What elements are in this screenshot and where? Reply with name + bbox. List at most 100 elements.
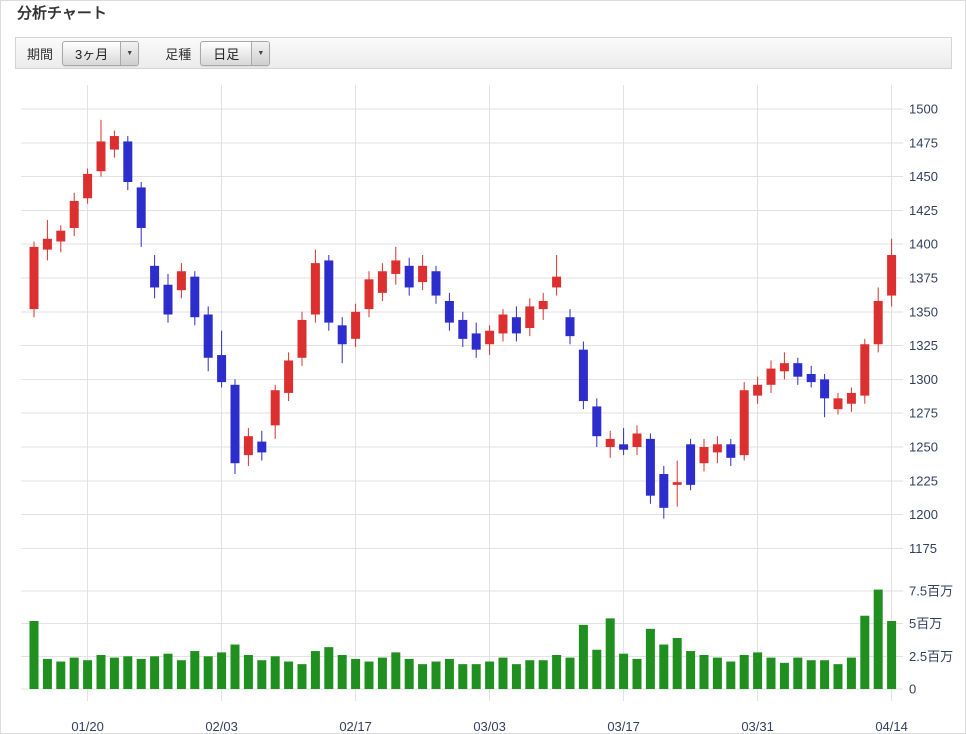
candle [498,314,508,334]
chevron-down-glyph: ▼ [126,49,134,57]
volume-bar [632,658,642,689]
candle [471,333,481,350]
price-tick-label: 1175 [909,541,937,556]
candle-type-dropdown[interactable]: 日足 ▼ [200,40,271,66]
candle [712,444,722,453]
volume-bar [471,664,481,689]
volume-bar [511,664,521,689]
volume-bar [820,660,830,689]
volume-bar [793,657,803,689]
price-tick-label: 1200 [909,507,938,522]
volume-bar [645,628,655,689]
volume-bar [163,653,173,689]
candle [793,363,803,377]
candle [739,390,749,456]
candle [203,314,213,358]
chevron-down-icon: ▼ [120,41,139,65]
volume-bar [217,652,227,689]
candle [257,441,267,453]
volume-bar [404,658,414,689]
candle [150,265,160,288]
date-tick-label: 03/31 [741,719,774,734]
period-dropdown[interactable]: 3ヶ月 ▼ [62,40,140,66]
volume-bar [779,662,789,689]
volume-bar [297,664,307,689]
candle [619,444,629,450]
price-tick-label: 1475 [909,135,938,150]
candle [190,276,200,318]
volume-bar [619,653,629,689]
volume-bar [324,647,334,689]
candle [686,444,696,485]
volume-bar [686,651,696,689]
volume-bar [109,657,119,689]
volume-tick-label: 2.5百万 [909,649,953,664]
candle [42,238,52,250]
volume-bar [377,657,387,689]
volume-bar [873,589,883,689]
volume-bar [846,657,856,689]
candle [592,406,602,437]
volume-bar [351,658,361,689]
candle [324,260,334,323]
candle [69,200,79,228]
candle [511,317,521,334]
volume-bar [766,657,776,689]
price-tick-label: 1250 [909,440,938,455]
volume-bar [498,657,508,689]
volume-bar [69,657,79,689]
volume-bar [257,660,267,689]
candle [672,482,682,485]
volume-bar [136,658,146,689]
date-tick-label: 03/03 [473,719,506,734]
volume-tick-label: 7.5百万 [909,583,953,598]
price-tick-label: 1275 [909,406,938,421]
candle [83,173,93,199]
candle [364,279,374,310]
candle [337,325,347,345]
volume-bar [243,654,253,689]
volume-bar [150,656,160,689]
candle [485,330,495,345]
candle [525,306,535,329]
chart-toolbar: 期間 3ヶ月 ▼ 足種 日足 ▼ [15,37,952,69]
volume-bar [203,656,213,689]
volume-bar [444,658,454,689]
candle [243,436,253,456]
candle-type-dropdown-value: 日足 [213,46,240,62]
candle [846,392,856,404]
price-tick-label: 1400 [909,237,938,252]
volume-bar [860,615,870,689]
volume-bar [176,660,186,689]
candle [833,398,843,410]
candle [873,300,883,345]
candle [699,447,709,464]
date-tick-label: 04/14 [875,719,908,734]
volume-bar [592,649,602,689]
candle [418,265,428,283]
volume-bar [337,654,347,689]
volume-bar [190,651,200,689]
volume-bar [538,660,548,689]
candle [270,390,280,426]
candle [632,433,642,447]
date-tick-label: 03/17 [607,719,640,734]
volume-bar [230,644,240,689]
candle [779,363,789,372]
volume-bar [364,661,374,689]
volume-bar [672,637,682,689]
candle [109,136,119,150]
volume-bar [659,644,669,689]
candle [431,271,441,296]
price-tick-label: 1300 [909,372,938,387]
candle [860,344,870,396]
candle [297,319,307,358]
candle [806,373,816,383]
candle-type-label: 足種 [165,46,192,62]
volume-bar [565,657,575,689]
candle [578,349,588,402]
volume-bar [431,661,441,689]
candle [444,300,454,323]
candle [552,276,562,288]
